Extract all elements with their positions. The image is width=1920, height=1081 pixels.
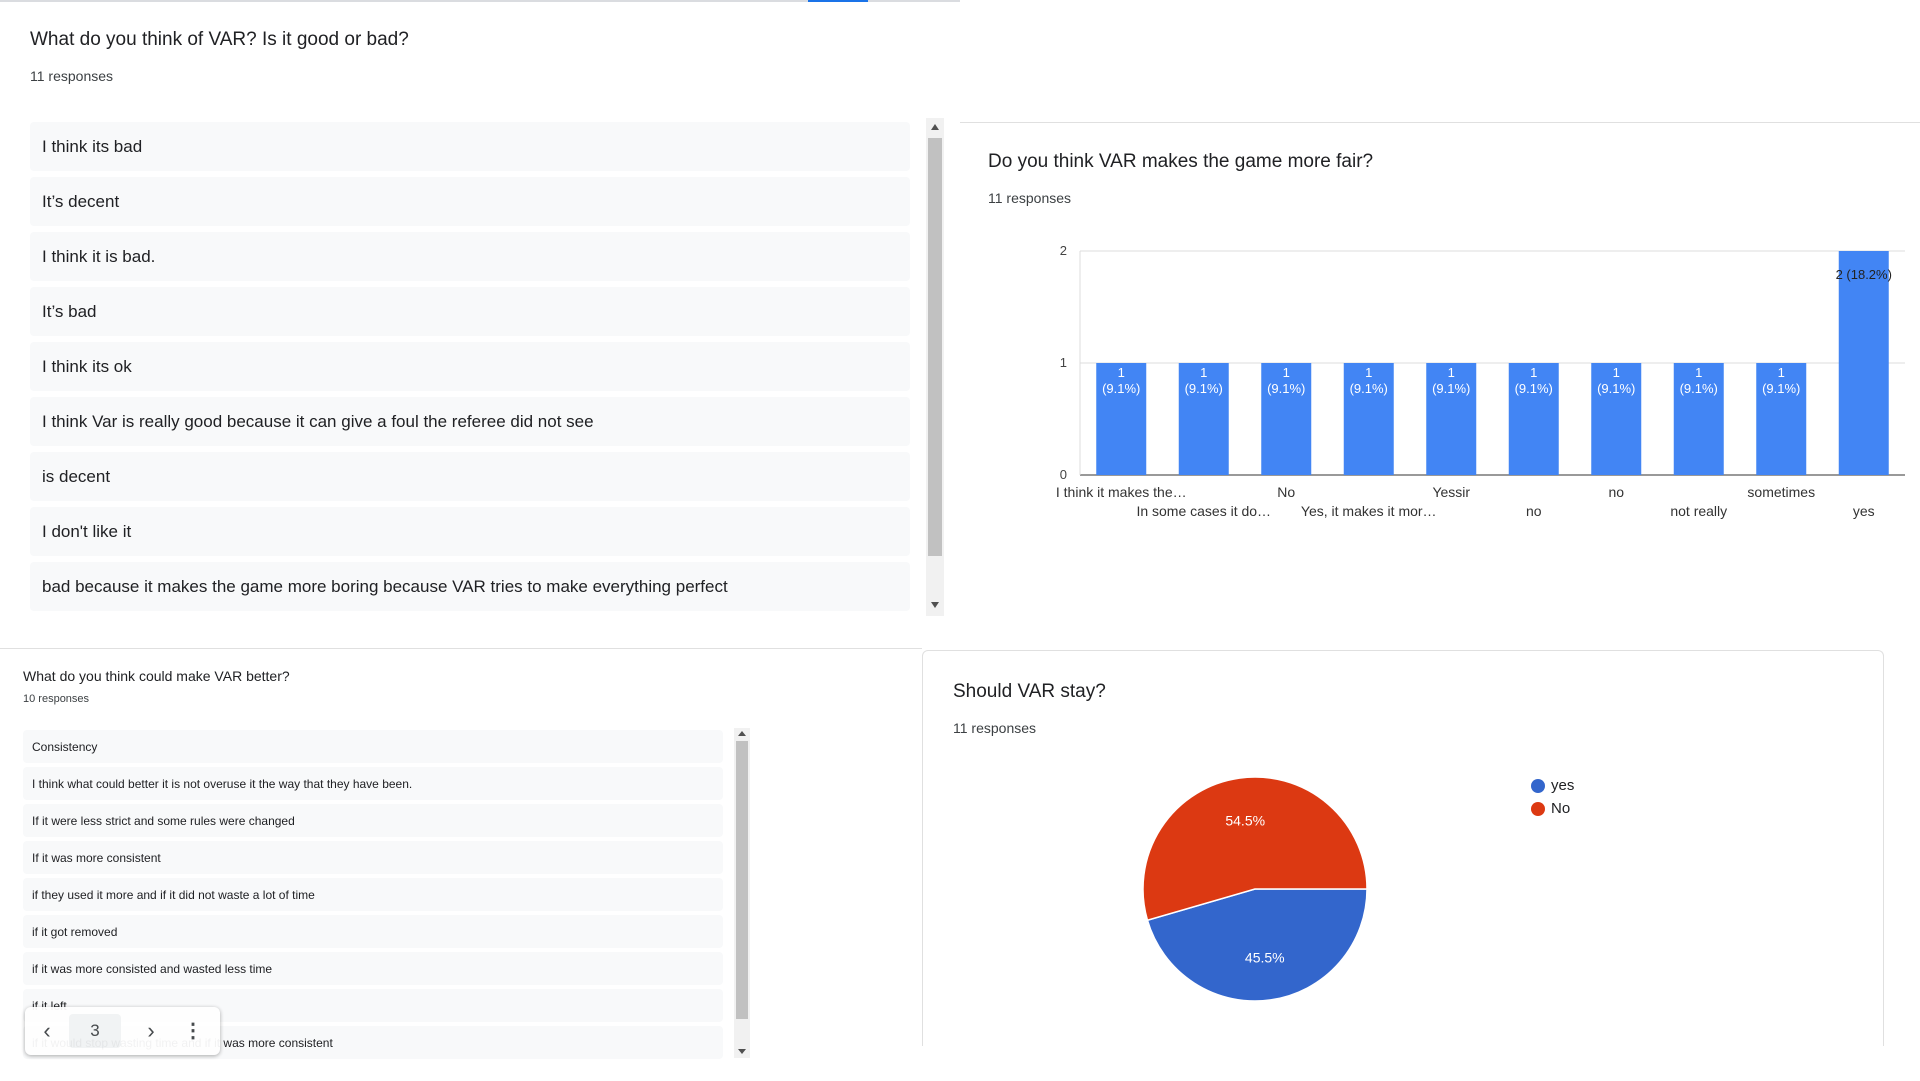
legend-label: yes	[1551, 777, 1575, 794]
x-tick-label: I think it makes the…	[1056, 484, 1187, 500]
q1-response-count: 11 responses	[30, 68, 114, 84]
pie-slice-no	[1142, 776, 1368, 922]
bar-data-label: (9.1%)	[1185, 381, 1223, 396]
legend-swatch	[1531, 802, 1545, 817]
q1-scroll-down-icon[interactable]	[931, 602, 939, 608]
bar-data-label: (9.1%)	[1762, 381, 1800, 396]
bar-data-label: (9.1%)	[1597, 381, 1635, 396]
q3-response-item: Consistency	[23, 730, 723, 763]
q1-response-item: It’s bad	[30, 287, 910, 336]
bar-data-label: 1	[1200, 365, 1207, 380]
y-tick-label: 2	[1060, 243, 1067, 258]
y-tick-label: 1	[1060, 355, 1067, 370]
q1-card: What do you think of VAR? Is it good or …	[0, 0, 960, 640]
bar	[1096, 363, 1147, 475]
q1-response-item: bad because it makes the game more borin…	[30, 562, 910, 611]
q1-scrollbar-thumb[interactable]	[928, 138, 942, 556]
bar-data-label: (9.1%)	[1102, 381, 1140, 396]
bar	[1673, 363, 1724, 475]
q1-response-item: I think Var is really good because it ca…	[30, 397, 910, 446]
q3-scroll-up-icon[interactable]	[738, 731, 746, 736]
q3-scrollbar-thumb[interactable]	[736, 741, 748, 1019]
q4-card: Should VAR stay? 11 responses yes No	[922, 650, 1884, 1046]
q1-response-item: is decent	[30, 452, 910, 501]
y-tick-label: 0	[1060, 467, 1067, 482]
bar-data-label: (9.1%)	[1267, 381, 1305, 396]
q3-response-item: if it got removed	[23, 915, 723, 948]
pager-more-icon[interactable]: ⋮	[183, 1020, 203, 1042]
q3-response-item: If it were less strict and some rules we…	[23, 804, 723, 837]
q1-scroll-up-icon[interactable]	[931, 124, 939, 130]
bar	[1591, 363, 1642, 475]
x-tick-label: In some cases it do…	[1136, 503, 1271, 519]
bar-data-label: 1	[1530, 365, 1537, 380]
q2-card: Do you think VAR makes the game more fai…	[960, 122, 1920, 568]
pager-page-number[interactable]: 3	[69, 1014, 121, 1048]
x-tick-label: sometimes	[1747, 484, 1815, 500]
bar-data-label: 1	[1695, 365, 1702, 380]
q1-response-item: It’s decent	[30, 177, 910, 226]
q4-title: Should VAR stay?	[953, 681, 1106, 702]
q4-response-count: 11 responses	[953, 720, 1037, 736]
bar	[1426, 363, 1477, 475]
q1-response-list[interactable]: I think its bad It’s decent I think it is …	[30, 122, 910, 612]
legend-item: No	[1531, 800, 1574, 817]
top-progress-line	[0, 0, 960, 2]
q3-response-list[interactable]: Consistency I think what could better it …	[23, 730, 723, 1060]
q4-legend: yes No	[1531, 777, 1574, 823]
q2-response-count: 11 responses	[988, 190, 1072, 206]
x-tick-label: Yessir	[1432, 484, 1470, 500]
q3-response-item: if it was more consisted and wasted less…	[23, 952, 723, 985]
q1-response-item: I think it is bad.	[30, 232, 910, 281]
x-tick-label: Yes, it makes it mor…	[1301, 503, 1437, 519]
x-tick-label: not really	[1670, 503, 1727, 519]
q3-response-count: 10 responses	[23, 693, 90, 705]
q3-response-item: If it was more consistent	[23, 841, 723, 874]
bar	[1343, 363, 1394, 475]
q1-response-item: I think its ok	[30, 342, 910, 391]
pie-slice-label: 54.5%	[1225, 812, 1265, 828]
q1-response-item: I think its bad	[30, 122, 910, 171]
bar	[1261, 363, 1312, 475]
q3-card: What do you think could make VAR better?…	[0, 648, 922, 1081]
pie-slice-label: 45.5%	[1245, 950, 1285, 966]
pager: ‹ 3 › ⋮	[25, 1007, 220, 1055]
q1-title: What do you think of VAR? Is it good or …	[30, 29, 409, 50]
bar-data-label: 1	[1778, 365, 1785, 380]
x-tick-label: no	[1608, 484, 1624, 500]
q2-title: Do you think VAR makes the game more fai…	[988, 151, 1374, 172]
bar-data-label: 1	[1365, 365, 1372, 380]
q3-response-item: I think what could better it is not over…	[23, 767, 723, 800]
pie-slice-yes	[1146, 888, 1368, 1002]
bar-data-label: 2 (18.2%)	[1836, 267, 1892, 282]
bar-data-label: 1	[1613, 365, 1620, 380]
q3-scroll-down-icon[interactable]	[738, 1049, 746, 1054]
bar-data-label: (9.1%)	[1350, 381, 1388, 396]
q3-title: What do you think could make VAR better?	[23, 668, 290, 684]
top-progress-accent	[808, 0, 868, 2]
q1-response-item: I don't like it	[30, 507, 910, 556]
bar-data-label: (9.1%)	[1432, 381, 1470, 396]
bar-data-label: (9.1%)	[1680, 381, 1718, 396]
bar	[1756, 363, 1807, 475]
legend-swatch	[1531, 779, 1545, 794]
legend-label: No	[1551, 800, 1571, 817]
pager-prev-icon[interactable]: ‹	[43, 1018, 51, 1043]
q4-pie-chart: 45.5% 54.5%	[1142, 776, 1368, 1002]
bar-data-label: 1	[1283, 365, 1290, 380]
bar	[1508, 363, 1559, 475]
bar-data-label: 1	[1448, 365, 1455, 380]
bar	[1838, 251, 1889, 475]
q3-response-item: if they used it more and if it did not w…	[23, 878, 723, 911]
pager-next-icon[interactable]: ›	[147, 1018, 155, 1043]
legend-item: yes	[1531, 777, 1574, 794]
x-tick-label: yes	[1853, 503, 1875, 519]
bar-data-label: 1	[1118, 365, 1125, 380]
bar-data-label: (9.1%)	[1515, 381, 1553, 396]
bar	[1178, 363, 1229, 475]
x-tick-label: No	[1277, 484, 1295, 500]
x-tick-label: no	[1526, 503, 1542, 519]
